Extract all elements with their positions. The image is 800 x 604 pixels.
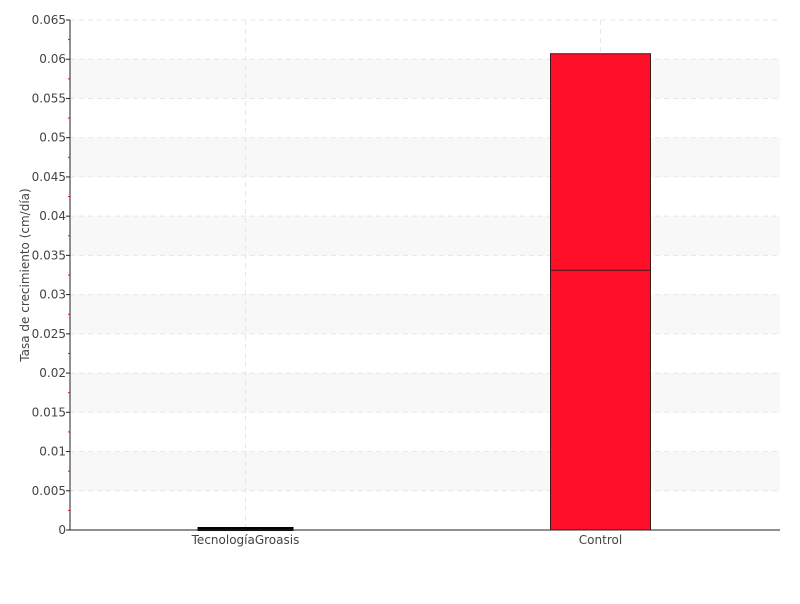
y-tick-label: 0.055 (32, 91, 66, 105)
background-band (70, 59, 780, 99)
background-band (70, 451, 780, 491)
box-0 (197, 527, 294, 531)
y-tick-label: 0.005 (32, 484, 66, 498)
y-tick-label: 0.03 (39, 288, 66, 302)
y-tick-label: 0.045 (32, 170, 66, 184)
y-tick-label: 0.05 (39, 131, 66, 145)
y-axis-label: Tasa de crecimiento (cm/día) (18, 188, 32, 362)
y-tick-label: 0.065 (32, 13, 66, 27)
box-1 (550, 53, 651, 531)
y-tick-label: 0.06 (39, 52, 66, 66)
x-tick-label: Control (579, 533, 622, 547)
background-band (70, 216, 780, 256)
y-tick-label: 0.035 (32, 248, 66, 262)
x-tick-label: TecnologíaGroasis (191, 533, 300, 547)
axes: 0 0.005 0.01 0.015 0.02 0.025 0.03 0.035 0.04 0.0… (32, 13, 780, 547)
background-band (70, 294, 780, 334)
boxes (197, 53, 651, 531)
y-tick-label: 0.025 (32, 327, 66, 341)
background-band (70, 137, 780, 177)
y-tick-label: 0.015 (32, 405, 66, 419)
y-tick-label: 0.01 (39, 445, 66, 459)
y-tick-label: 0.04 (39, 209, 66, 223)
background-bands (70, 59, 780, 491)
y-tick-label: 0.02 (39, 366, 66, 380)
background-band (70, 373, 780, 413)
y-tick-label: 0 (58, 523, 66, 537)
